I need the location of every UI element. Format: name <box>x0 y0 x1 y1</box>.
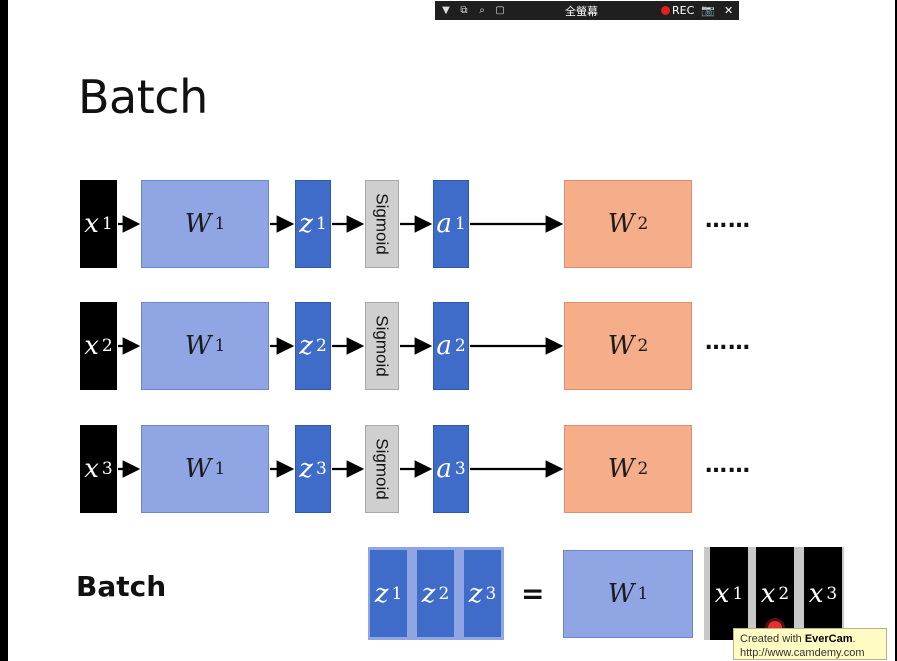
restore-icon[interactable]: ⧉ <box>460 5 468 16</box>
record-icon[interactable] <box>661 6 670 15</box>
camera-icon[interactable]: 📷 <box>701 4 715 17</box>
sigmoid-label: Sigmoid <box>373 438 393 500</box>
continuation-dots-row1: …… <box>705 208 751 233</box>
watermark-suffix: . <box>852 633 856 645</box>
zoom-icon[interactable]: ⌕ <box>479 5 485 16</box>
continuation-dots-row3: …… <box>705 453 751 478</box>
crop-icon[interactable]: ▢ <box>495 5 505 16</box>
evercam-watermark[interactable]: Created with EverCam. http://www.camdemy… <box>733 628 887 660</box>
slide-title: Batch <box>78 70 208 124</box>
dropdown-icon[interactable]: ▼ <box>442 5 450 16</box>
equals-sign: = <box>521 577 545 610</box>
sigmoid-label: Sigmoid <box>373 315 393 377</box>
batch-label: Batch <box>76 570 167 603</box>
watermark-prefix: Created with <box>740 633 805 645</box>
sigmoid-box-row2: Sigmoid <box>365 302 399 390</box>
sigmoid-box-row1: Sigmoid <box>365 180 399 268</box>
sigmoid-box-row3: Sigmoid <box>365 425 399 513</box>
close-icon[interactable]: ✕ <box>724 4 734 17</box>
watermark-url[interactable]: http://www.camdemy.com <box>740 647 865 659</box>
rec-label[interactable]: REC <box>672 4 695 17</box>
sigmoid-label: Sigmoid <box>373 193 393 255</box>
watermark-brand: EverCam <box>804 633 853 645</box>
toolbar-title: 全螢幕 <box>565 4 598 18</box>
continuation-dots-row2: …… <box>705 330 751 355</box>
recording-toolbar: ▼ ⧉ ⌕ ▢ 全螢幕 REC 📷 ✕ <box>435 1 739 20</box>
